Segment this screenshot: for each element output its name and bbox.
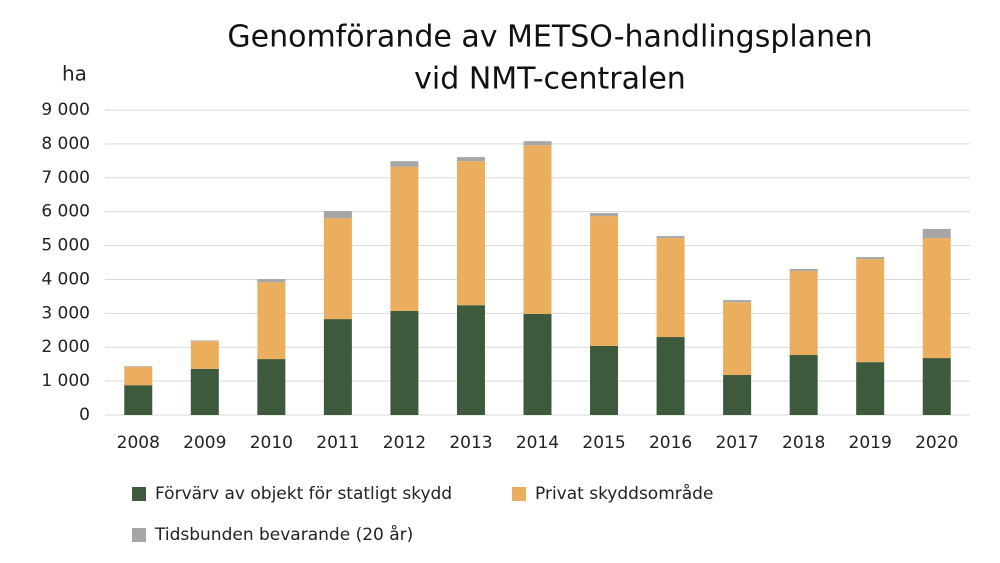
bar-segment	[323, 210, 352, 219]
chart-title: Genomförande av METSO-handlingsplanen	[227, 20, 872, 55]
bar-segment	[323, 218, 352, 320]
legend-label: Privat skyddsområde	[535, 483, 713, 504]
bar-segment	[523, 314, 552, 415]
x-tick-label: 2008	[117, 433, 160, 453]
bar-segment	[656, 238, 685, 338]
bar-segment	[124, 366, 153, 367]
bar-segment	[456, 161, 485, 306]
legend-swatch	[132, 528, 146, 542]
bar-segment	[590, 213, 619, 217]
x-tick-label: 2016	[649, 433, 692, 453]
bar-segment	[922, 238, 951, 359]
x-tick-label: 2019	[849, 433, 892, 453]
bar-segment	[523, 145, 552, 315]
bar-segment	[523, 141, 552, 146]
bar-segment	[590, 216, 619, 346]
bar-segment	[656, 337, 685, 415]
bar-segment	[124, 385, 153, 415]
bar-segment	[190, 368, 219, 415]
x-tick-label: 2014	[516, 433, 559, 453]
x-tick-label: 2012	[383, 433, 426, 453]
bar-segment	[789, 268, 818, 271]
bar-segment	[590, 345, 619, 415]
bar-segment	[656, 236, 685, 239]
bar-segment	[190, 341, 219, 369]
bar-segment	[257, 279, 286, 283]
x-tick-label: 2011	[316, 433, 359, 453]
y-tick-label: 9 000	[41, 100, 90, 120]
bar-segment	[390, 166, 419, 311]
y-tick-label: 3 000	[41, 303, 90, 323]
y-tick-label: 0	[79, 405, 90, 425]
x-tick-label: 2015	[582, 433, 625, 453]
x-tick-label: 2009	[183, 433, 226, 453]
x-tick-label: 2018	[782, 433, 825, 453]
y-tick-label: 6 000	[41, 202, 90, 222]
bar-segment	[124, 366, 153, 386]
y-axis-label: ha	[62, 62, 87, 86]
bar-segment	[856, 257, 885, 260]
bar-segment	[922, 228, 951, 239]
y-tick-label: 2 000	[41, 337, 90, 357]
legend-swatch	[132, 487, 146, 501]
bar-segment	[257, 282, 286, 360]
y-tick-label: 4 000	[41, 269, 90, 289]
x-tick-label: 2010	[250, 433, 293, 453]
chart-subtitle: vid NMT-centralen	[414, 62, 686, 97]
bar-segment	[856, 259, 885, 363]
bar-segment	[456, 305, 485, 415]
legend-swatch	[512, 487, 526, 501]
bar-segment	[456, 157, 485, 162]
y-tick-label: 7 000	[41, 168, 90, 188]
x-tick-label: 2013	[449, 433, 492, 453]
y-tick-label: 1 000	[41, 371, 90, 391]
bar-segment	[789, 355, 818, 415]
bar-segment	[257, 359, 286, 415]
x-tick-label: 2017	[715, 433, 758, 453]
bar-segment	[723, 302, 752, 376]
bar-segment	[390, 310, 419, 415]
legend-label: Tidsbunden bevarande (20 år)	[154, 524, 413, 545]
bar-segment	[856, 362, 885, 415]
bar-segment	[789, 270, 818, 356]
x-tick-label: 2020	[915, 433, 958, 453]
bar-segment	[922, 358, 951, 415]
bar-segment	[323, 319, 352, 415]
bar-segment	[190, 340, 219, 342]
bar-segment	[390, 161, 419, 167]
bar-segment	[723, 300, 752, 303]
y-tick-label: 5 000	[41, 236, 90, 256]
y-tick-label: 8 000	[41, 134, 90, 154]
bar-segment	[723, 375, 752, 415]
legend-label: Förvärv av objekt för statligt skydd	[155, 484, 452, 504]
